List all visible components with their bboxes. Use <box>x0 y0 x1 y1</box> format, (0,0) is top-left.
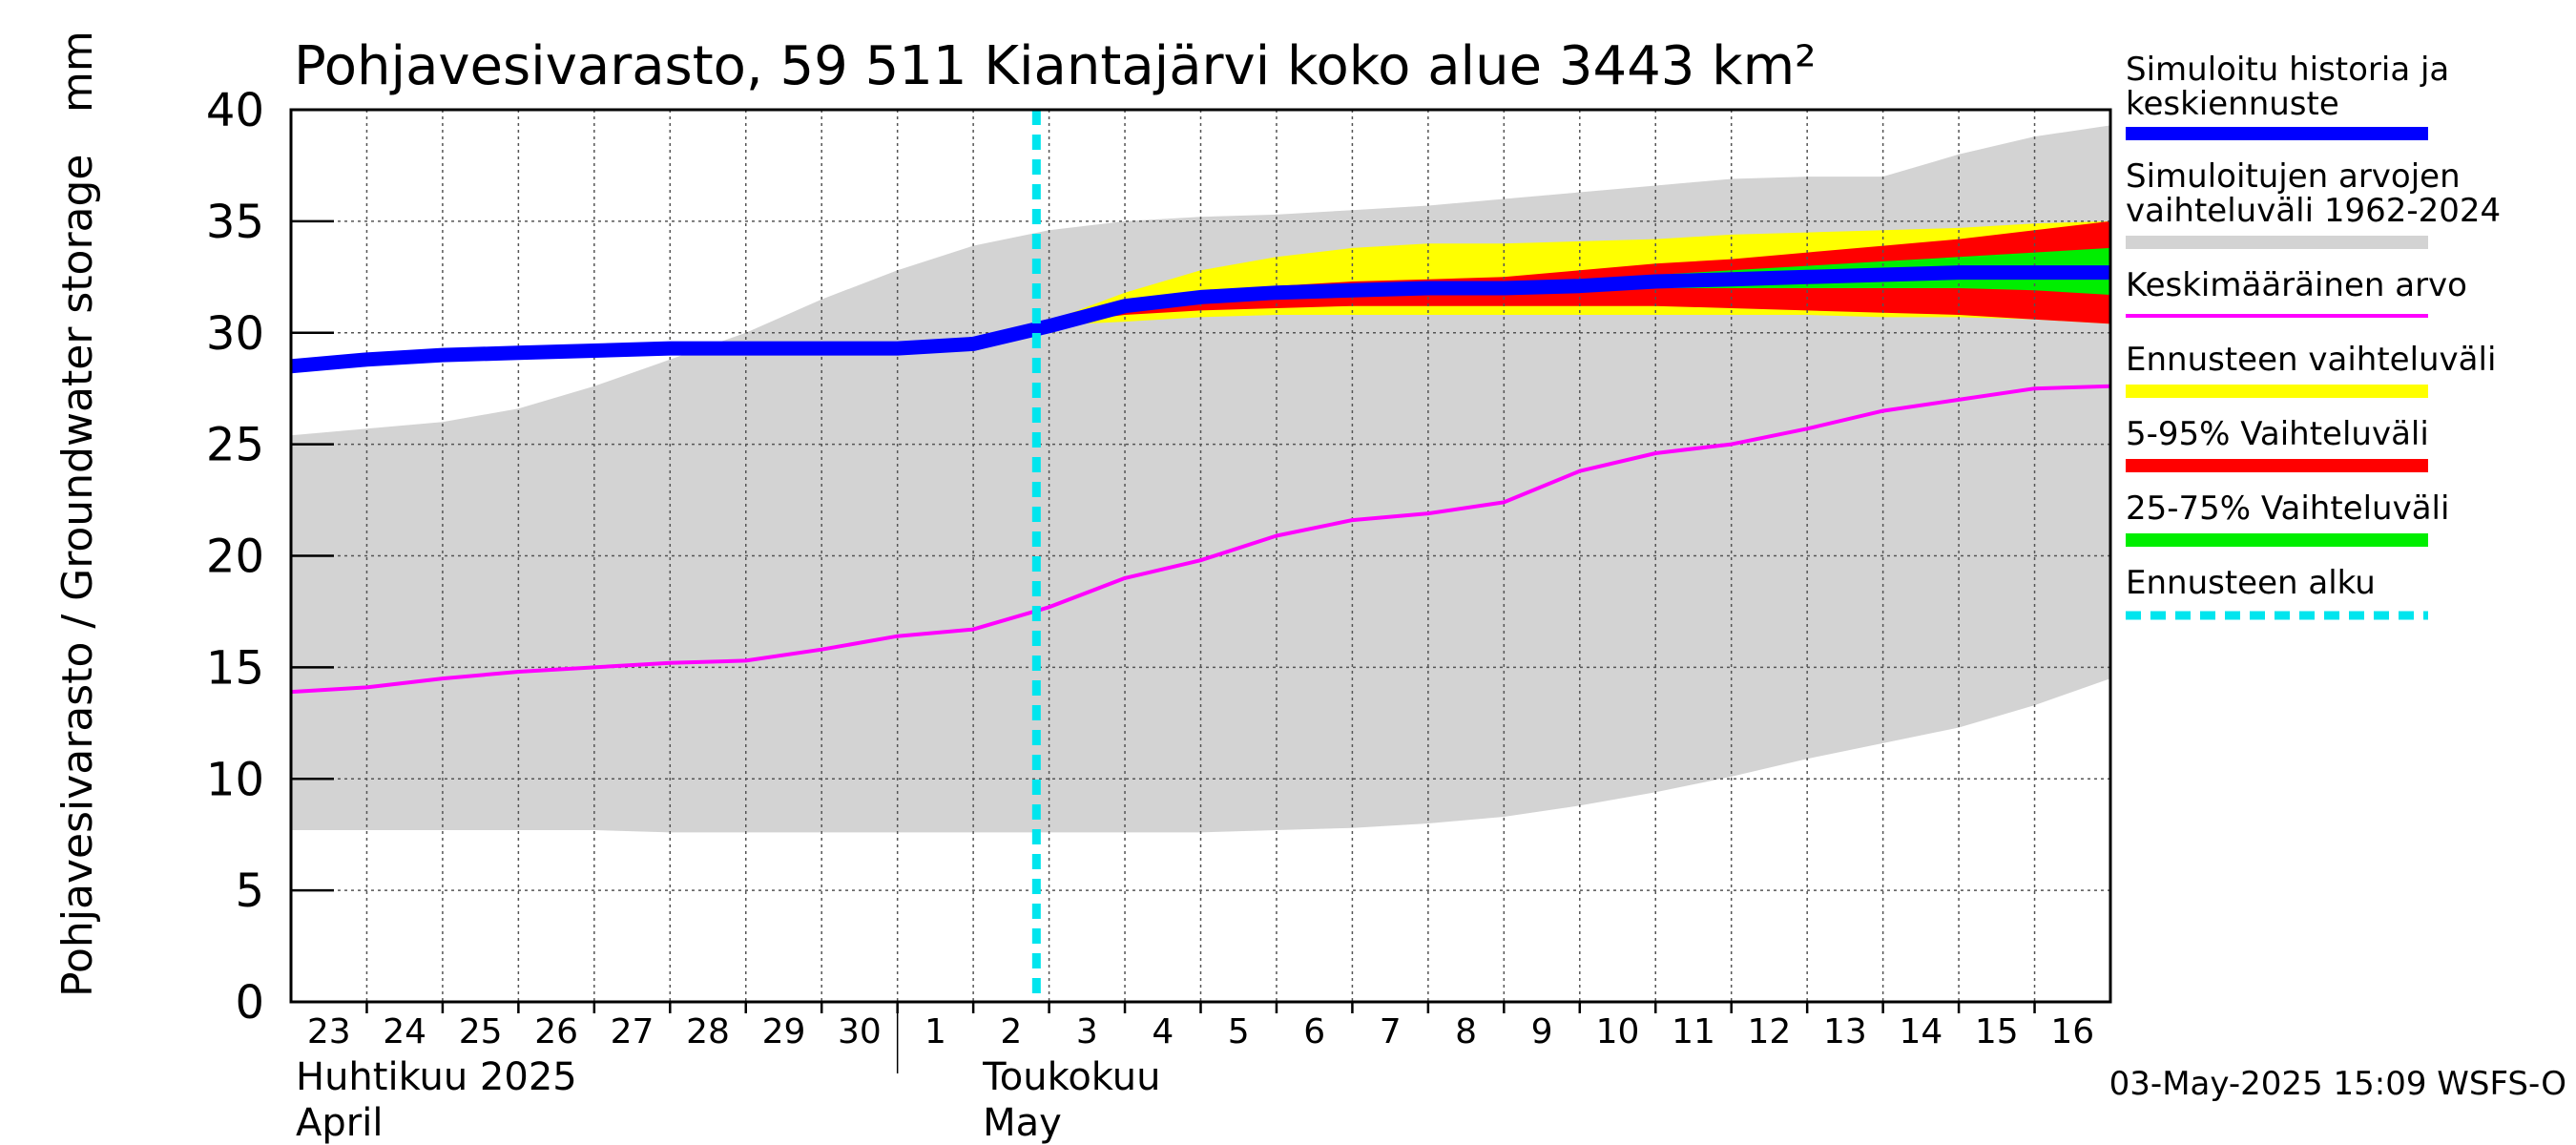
x-tick-label: 10 <box>1596 1012 1640 1051</box>
series-line-1 <box>290 384 2111 695</box>
series-line-5 <box>290 265 2110 374</box>
x-tick-label: 13 <box>1823 1012 1867 1051</box>
y-tick-label: 30 <box>206 307 264 361</box>
x-tick-label: 5 <box>1228 1012 1250 1051</box>
x-tick-label: 16 <box>2050 1012 2094 1051</box>
y-tick-label: 5 <box>235 864 264 918</box>
legend-label: keskiennuste <box>2126 85 2339 123</box>
y-axis-label: Pohjavesivarasto / Groundwater storage <box>53 154 102 997</box>
x-tick-label: 1 <box>924 1012 946 1051</box>
y-tick-label: 35 <box>206 196 264 249</box>
timestamp-footer: 03-May-2025 15:09 WSFS-O <box>2109 1065 2566 1103</box>
x-tick-label: 4 <box>1152 1012 1174 1051</box>
x-tick-label: 24 <box>383 1012 426 1051</box>
x-tick-label: 11 <box>1672 1012 1715 1051</box>
x-tick-label: 2 <box>1000 1012 1022 1051</box>
band-3 <box>1036 220 2110 326</box>
legend-label: Simuloitujen arvojen <box>2126 157 2461 196</box>
legend-label: Simuloitu historia ja <box>2126 51 2449 89</box>
x-tick-label: 6 <box>1303 1012 1325 1051</box>
x-tick-label: 29 <box>762 1012 806 1051</box>
y-tick-label: 25 <box>206 419 264 472</box>
y-tick-label: 0 <box>235 976 264 1030</box>
y-tick-label: 10 <box>206 753 264 806</box>
legend-label: 25-75% Vaihteluväli <box>2126 489 2449 528</box>
x-tick-label: 9 <box>1531 1012 1553 1051</box>
month-label-en: May <box>983 1101 1062 1145</box>
x-tick-label: 7 <box>1380 1012 1402 1051</box>
axes-layer <box>289 108 2112 1073</box>
x-tick-label: 8 <box>1455 1012 1477 1051</box>
legend-label: vaihteluväli 1962-2024 <box>2126 192 2501 230</box>
legend-label: 5-95% Vaihteluväli <box>2126 415 2429 453</box>
month-label: Toukokuu <box>982 1055 1160 1099</box>
x-tick-label: 26 <box>534 1012 578 1051</box>
legend-label: Keskimääräinen arvo <box>2126 266 2467 304</box>
y-tick-label: 20 <box>206 531 264 584</box>
x-tick-label: 27 <box>611 1012 654 1051</box>
x-tick-label: 30 <box>838 1012 882 1051</box>
y-tick-label: 40 <box>206 84 264 137</box>
y-tick-label: 15 <box>206 641 264 695</box>
y-axis-unit: mm <box>53 31 102 113</box>
legend-label: Ennusteen alku <box>2126 564 2376 602</box>
legend-label: Ennusteen vaihteluväli <box>2126 341 2496 379</box>
x-tick-label: 25 <box>459 1012 503 1051</box>
x-tick-label: 12 <box>1748 1012 1792 1051</box>
x-tick-label: 23 <box>307 1012 351 1051</box>
chart-title: Pohjavesivarasto, 59 511 Kiantajärvi kok… <box>294 35 1817 97</box>
month-label: Huhtikuu 2025 <box>296 1055 577 1099</box>
x-tick-label: 15 <box>1975 1012 2019 1051</box>
x-tick-label: 3 <box>1076 1012 1098 1051</box>
x-tick-label: 14 <box>1899 1012 1942 1051</box>
x-tick-label: 28 <box>686 1012 730 1051</box>
lines-layer <box>290 110 2111 1002</box>
month-label-en: April <box>296 1101 383 1145</box>
